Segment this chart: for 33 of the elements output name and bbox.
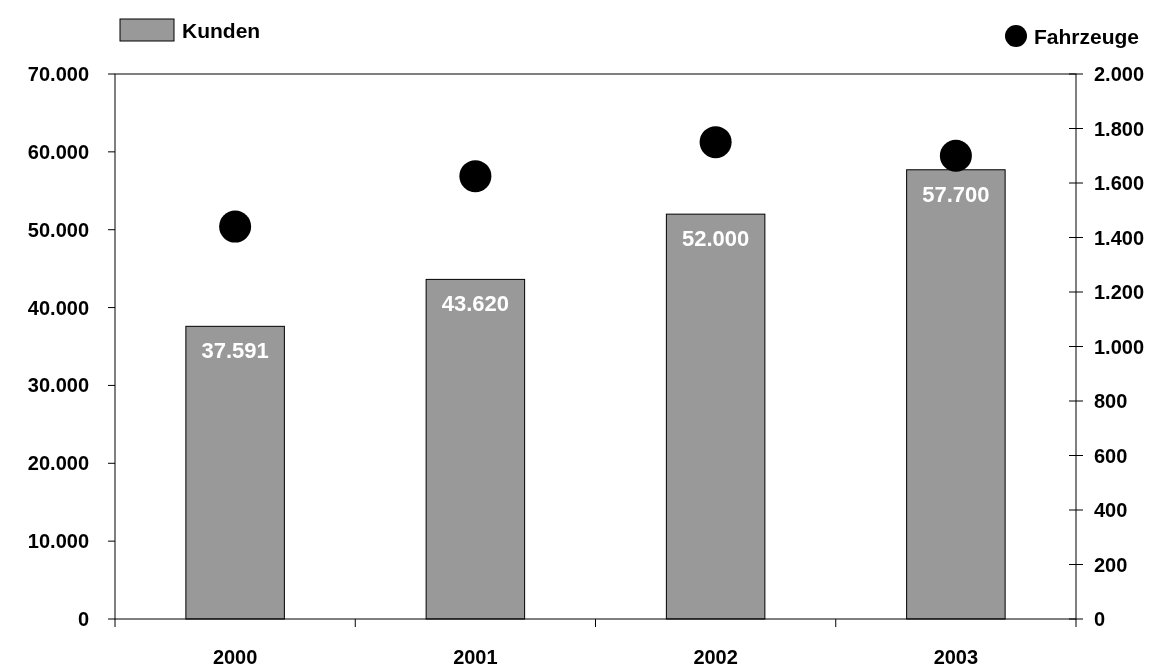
y-tick-label: 10.000 [27, 530, 89, 553]
y2-tick-label: 0 [1094, 608, 1106, 630]
y-tick-label: 30.000 [27, 374, 89, 397]
y-tick-label: 20.000 [27, 452, 89, 475]
y2-tick-label: 600 [1094, 444, 1128, 467]
legend-label: Kunden [182, 19, 261, 42]
y2-tick-label: 800 [1094, 390, 1128, 412]
legend-label: Fahrzeuge [1034, 25, 1140, 48]
data-label: 52.000 [681, 226, 750, 252]
x-tick-label: 2000 [212, 646, 258, 664]
point [699, 126, 732, 159]
y2-tick-label: 1.600 [1094, 172, 1145, 194]
data-label: 37.591 [201, 338, 269, 364]
y-tick-label: 70.000 [27, 63, 89, 85]
y2-tick-label: 200 [1094, 553, 1128, 576]
y2-tick-label: 1.400 [1094, 226, 1145, 249]
y-tick-label: 60.000 [27, 140, 89, 163]
x-tick-label: 2002 [693, 646, 738, 664]
data-label: 43.620 [441, 291, 510, 317]
point [939, 139, 972, 172]
data-label: 57.700 [922, 181, 990, 207]
point [219, 210, 252, 243]
y-tick-label: 50.000 [27, 218, 89, 241]
point [459, 160, 492, 193]
y-tick-label: 40.000 [27, 296, 89, 319]
y2-tick-label: 2.000 [1094, 63, 1145, 85]
x-tick-label: 2001 [453, 646, 498, 664]
y2-tick-label: 400 [1094, 499, 1128, 521]
x-tick-label: 2003 [933, 646, 979, 664]
y2-tick-label: 1.200 [1094, 281, 1145, 303]
y2-tick-label: 1.800 [1094, 117, 1145, 140]
y2-tick-label: 1.000 [1094, 335, 1145, 358]
y-tick-label: 0 [77, 608, 89, 630]
